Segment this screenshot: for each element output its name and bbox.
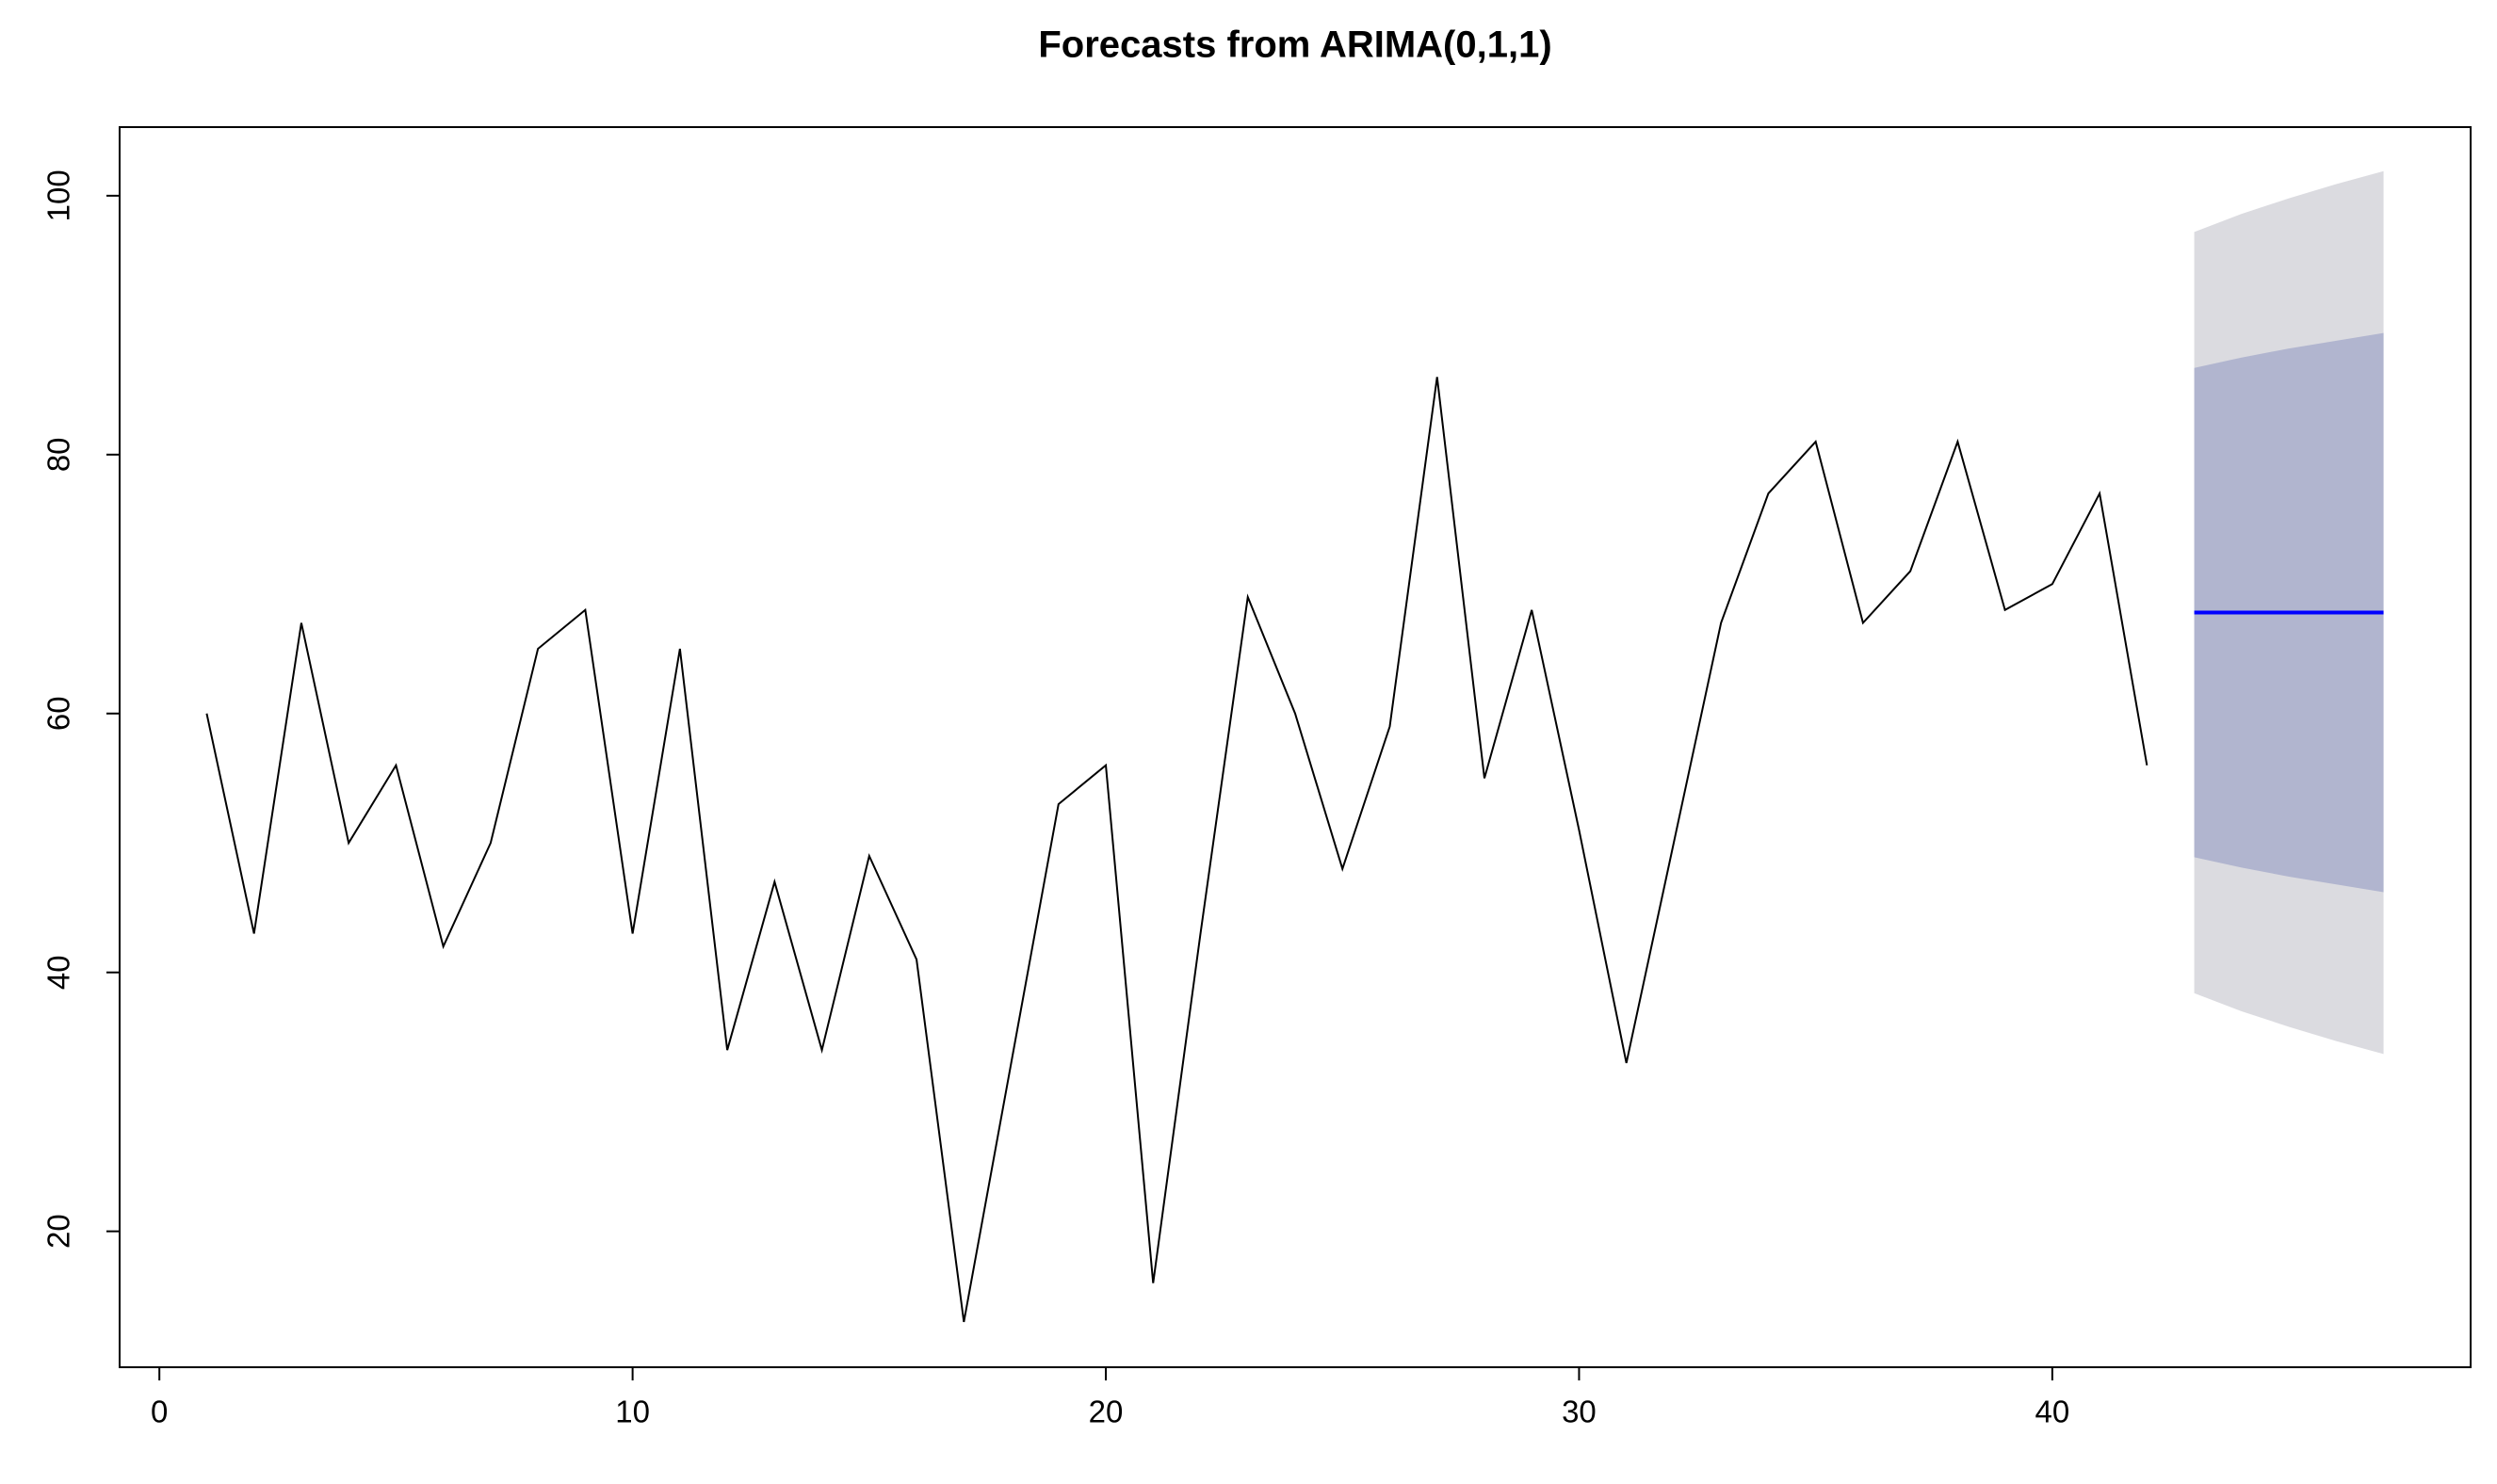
y-tick-label: 40 xyxy=(41,955,76,990)
y-tick-label: 100 xyxy=(41,169,76,221)
x-tick-label: 0 xyxy=(151,1395,168,1429)
y-tick-label: 60 xyxy=(41,696,76,731)
chart-title: Forecasts from ARIMA(0,1,1) xyxy=(1038,24,1551,66)
x-tick-label: 10 xyxy=(615,1395,650,1429)
series-line xyxy=(205,377,2148,1323)
x-tick-label: 20 xyxy=(1089,1395,1124,1429)
plot-frame xyxy=(119,126,2472,1368)
y-tick-label: 80 xyxy=(41,437,76,472)
x-tick-label: 40 xyxy=(2035,1395,2070,1429)
y-tick-label: 20 xyxy=(41,1214,76,1249)
x-tick-label: 30 xyxy=(1562,1395,1597,1429)
